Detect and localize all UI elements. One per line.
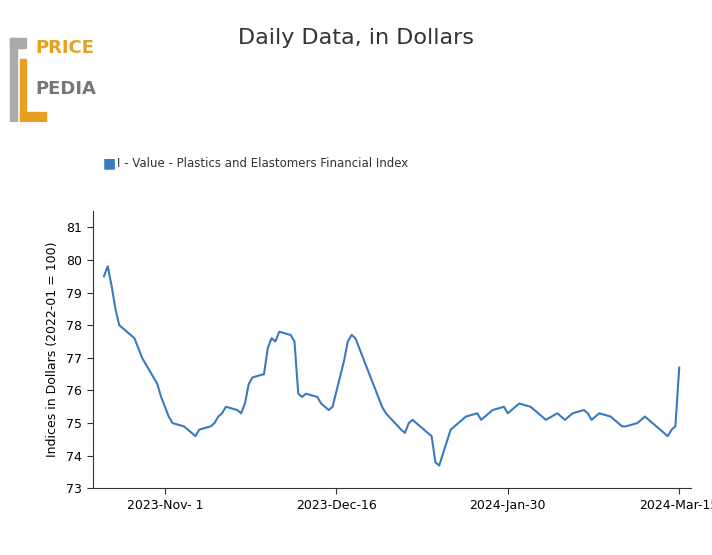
Y-axis label: Indices in Dollars (2022-01 = 100): Indices in Dollars (2022-01 = 100)	[46, 242, 59, 457]
Bar	[20, 59, 26, 122]
Text: Daily Data, in Dollars: Daily Data, in Dollars	[238, 28, 474, 48]
Text: PRICE: PRICE	[36, 39, 95, 57]
Bar	[10, 38, 17, 122]
Text: I - Value - Plastics and Elastomers Financial Index: I - Value - Plastics and Elastomers Fina…	[117, 157, 409, 170]
Bar	[20, 112, 46, 122]
Bar	[10, 38, 26, 48]
Text: ■: ■	[103, 157, 116, 171]
Text: PEDIA: PEDIA	[36, 80, 96, 98]
